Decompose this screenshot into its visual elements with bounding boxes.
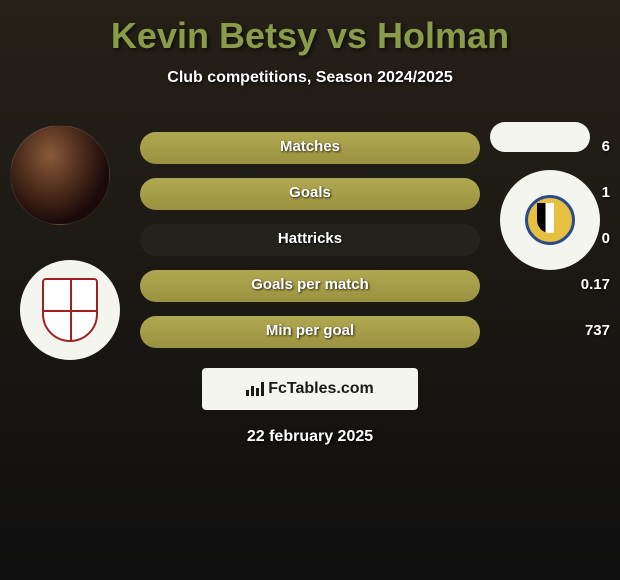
stat-label: Hattricks <box>278 230 342 247</box>
chart-icon <box>246 382 264 396</box>
stat-value-right: 1 <box>602 184 610 201</box>
stat-row: Matches 6 <box>140 132 480 164</box>
stat-label: Goals per match <box>251 276 369 293</box>
stat-label: Matches <box>280 138 340 155</box>
stat-row: Goals 1 <box>140 178 480 210</box>
player2-club-crest <box>500 170 600 270</box>
player1-photo <box>10 125 110 225</box>
stat-value-right: 737 <box>585 322 610 339</box>
stats-container: Matches 6 Goals 1 Hattricks 0 Goals per … <box>140 132 480 348</box>
stat-row: Goals per match 0.17 <box>140 270 480 302</box>
page-title: Kevin Betsy vs Holman <box>0 15 620 57</box>
stat-label: Goals <box>289 184 331 201</box>
stat-label: Min per goal <box>266 322 354 339</box>
player1-club-crest <box>20 260 120 360</box>
stat-row: Min per goal 737 <box>140 316 480 348</box>
site-logo: FcTables.com <box>202 368 418 410</box>
stat-value-right: 0.17 <box>581 276 610 293</box>
stat-value-right: 0 <box>602 230 610 247</box>
stat-row: Hattricks 0 <box>140 224 480 256</box>
logo-text: FcTables.com <box>268 380 374 398</box>
date: 22 february 2025 <box>0 428 620 446</box>
stat-value-right: 6 <box>602 138 610 155</box>
subtitle: Club competitions, Season 2024/2025 <box>0 69 620 87</box>
player2-photo <box>490 122 590 152</box>
